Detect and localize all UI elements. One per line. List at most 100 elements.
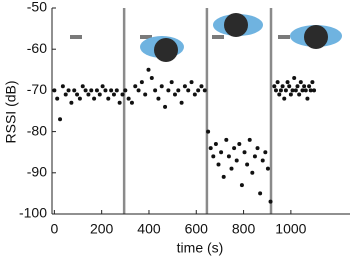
y-tick-label: -90 <box>27 164 47 180</box>
point <box>219 150 224 155</box>
point <box>208 146 213 151</box>
point <box>216 162 221 167</box>
icons <box>70 13 342 62</box>
point <box>242 150 247 155</box>
point <box>295 84 300 89</box>
point <box>255 146 260 151</box>
y-tick-label: -60 <box>27 40 47 56</box>
point <box>133 84 138 89</box>
point <box>123 88 128 93</box>
point <box>172 92 177 97</box>
point <box>302 84 307 89</box>
point <box>55 96 60 101</box>
point <box>272 84 277 89</box>
point <box>94 88 99 93</box>
point <box>52 88 57 93</box>
point <box>237 141 242 146</box>
point <box>277 92 282 97</box>
point <box>182 84 187 89</box>
x-tick-label: 800 <box>232 221 256 237</box>
point <box>287 84 292 89</box>
point <box>213 141 218 146</box>
point <box>89 88 94 93</box>
point <box>260 158 265 163</box>
point <box>169 80 174 85</box>
point <box>307 84 312 89</box>
point <box>290 88 295 93</box>
point <box>92 96 97 101</box>
point <box>268 199 273 204</box>
point <box>280 84 285 89</box>
point <box>103 88 108 93</box>
point <box>265 166 270 171</box>
point <box>298 80 303 85</box>
y-tick-label: -100 <box>19 205 47 221</box>
point <box>206 129 211 134</box>
point <box>297 92 302 97</box>
circle-icon <box>304 25 328 49</box>
point <box>153 88 158 93</box>
point <box>58 117 63 122</box>
point <box>247 137 252 142</box>
x-tick-label: 600 <box>185 221 209 237</box>
point <box>293 88 298 93</box>
y-axis-label: RSSI (dB) <box>3 80 19 143</box>
point <box>282 96 287 101</box>
x-tick-label: 400 <box>137 221 161 237</box>
point <box>136 88 141 93</box>
point <box>109 88 114 93</box>
point <box>288 92 293 97</box>
point <box>192 92 197 97</box>
point <box>234 158 239 163</box>
point <box>120 92 125 97</box>
point <box>126 96 131 101</box>
point <box>114 88 119 93</box>
x-tick-label: 1000 <box>275 221 306 237</box>
circle-icon <box>224 13 248 37</box>
point <box>232 146 237 151</box>
point <box>283 88 288 93</box>
circle-icon <box>154 38 178 62</box>
point <box>252 154 257 159</box>
point <box>83 88 88 93</box>
point <box>100 84 105 89</box>
point <box>258 191 263 196</box>
point <box>176 88 181 93</box>
marker-dash <box>278 35 290 39</box>
point <box>305 96 310 101</box>
point <box>149 76 154 81</box>
point <box>226 154 231 159</box>
point <box>221 174 226 179</box>
point <box>202 88 207 93</box>
point <box>263 150 268 155</box>
point <box>250 170 255 175</box>
point <box>75 92 80 97</box>
y-tick-label: -80 <box>27 122 47 138</box>
point <box>72 88 77 93</box>
marker-dash <box>212 35 224 39</box>
point <box>310 80 315 85</box>
x-tick-label: 200 <box>90 221 114 237</box>
point <box>278 88 283 93</box>
y-tick-label: -70 <box>27 81 47 97</box>
point <box>77 96 82 101</box>
point <box>117 100 122 105</box>
point <box>199 84 204 89</box>
point <box>179 100 184 105</box>
point <box>239 183 244 188</box>
point <box>285 80 290 85</box>
point <box>308 88 313 93</box>
point <box>163 104 168 109</box>
point <box>156 96 161 101</box>
point <box>80 84 85 89</box>
point <box>159 84 164 89</box>
point <box>66 88 71 93</box>
point <box>275 80 280 85</box>
point <box>292 76 297 81</box>
point <box>186 88 191 93</box>
point <box>69 100 74 105</box>
point <box>166 88 171 93</box>
point <box>211 154 216 159</box>
point <box>224 137 229 142</box>
